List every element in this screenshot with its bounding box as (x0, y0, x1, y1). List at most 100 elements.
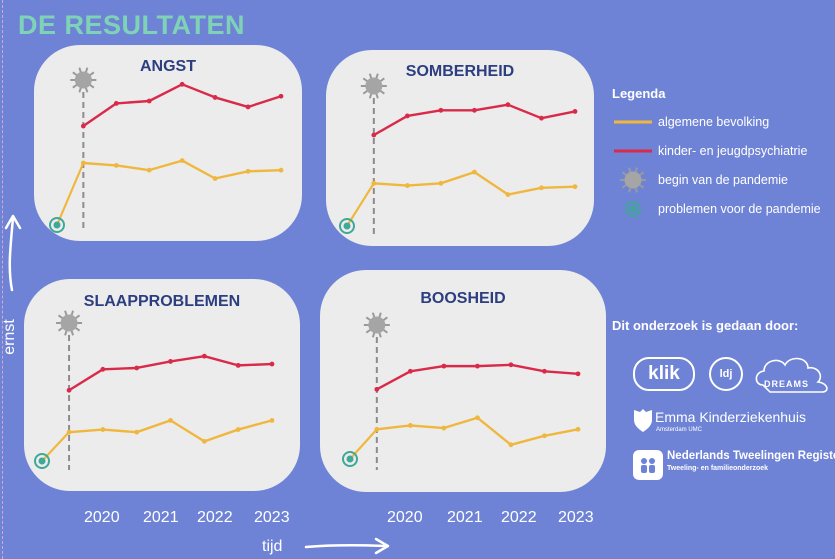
data-point (472, 169, 477, 175)
data-point (371, 132, 377, 138)
legend-item-yellow: algemene bevolking (658, 115, 770, 129)
ntr-logo-text: Nederlands Tweelingen Register (667, 450, 835, 462)
series-line-algemene-bevolking (373, 170, 576, 196)
ldj-logo: ldj (709, 357, 743, 391)
data-point (245, 168, 251, 174)
tick-label-2021-left: 2021 (143, 509, 179, 526)
data-point (438, 180, 444, 186)
baseline-marker-ring (339, 218, 355, 234)
legend-title: Legenda (612, 86, 666, 101)
data-point (100, 366, 106, 372)
baseline-connector (346, 182, 375, 227)
emma-logo-text: Emma Kinderziekenhuis (655, 409, 806, 425)
data-point (168, 359, 173, 364)
data-point (505, 102, 511, 108)
series-line-algemene-bevolking (68, 419, 273, 443)
x-axis-arrowhead (374, 537, 390, 555)
chart-panel-somberheid: SOMBERHEID (326, 50, 594, 246)
data-point (539, 185, 544, 191)
tick-label-2023-left: 2023 (254, 509, 290, 526)
data-point (146, 98, 152, 104)
data-point (441, 425, 447, 431)
y-axis-arrow (8, 216, 15, 292)
ntr-logo-icon (633, 450, 663, 480)
data-point (572, 109, 578, 114)
x-axis-label: tijd (262, 538, 283, 555)
data-point (475, 415, 480, 421)
data-point (269, 417, 275, 423)
data-point (278, 93, 284, 99)
y-axis-label: ernst (0, 319, 18, 355)
data-point (475, 363, 480, 369)
baseline-marker-dot (346, 455, 354, 463)
data-point (404, 183, 410, 188)
legend: Legenda (612, 86, 835, 109)
series-line-algemene-bevolking (376, 416, 579, 447)
data-point (245, 104, 251, 110)
data-point (374, 386, 380, 392)
klik-logo-text: klik (648, 363, 680, 384)
chart-title: ANGST (140, 58, 196, 75)
baseline-marker-ring (342, 451, 358, 467)
data-point (168, 417, 173, 423)
data-point (80, 160, 86, 166)
data-point (179, 158, 185, 164)
data-point (146, 167, 152, 173)
tick-label-2020-right: 2020 (387, 509, 423, 526)
y-axis-arrowhead (4, 214, 22, 230)
chart-panel-boosheid: BOOSHEID (320, 270, 606, 492)
page-title: DE RESULTATEN (18, 10, 245, 40)
tick-label-2023-right: 2023 (558, 509, 594, 526)
baseline-marker-dot (343, 222, 351, 230)
credits-heading: Dit onderzoek is gedaan door: (612, 318, 799, 333)
data-point (212, 176, 218, 181)
klik-logo: klik (633, 357, 695, 391)
virus-icon (70, 67, 97, 93)
data-point (201, 438, 207, 444)
tick-label-2022-right: 2022 (501, 509, 537, 526)
data-point (113, 100, 119, 106)
data-point (407, 423, 413, 428)
data-point (575, 371, 581, 377)
data-point (179, 81, 185, 87)
baseline-connector (55, 162, 85, 226)
data-point (212, 95, 218, 100)
data-point (235, 427, 241, 432)
data-point (575, 426, 581, 432)
virus-icon (360, 73, 387, 99)
data-point (269, 361, 275, 367)
baseline-marker-dot (38, 457, 46, 465)
virus-icon (56, 310, 83, 336)
baseline-connector (41, 431, 70, 462)
data-point (100, 427, 106, 432)
baseline-marker-ring (34, 453, 50, 469)
data-point (508, 442, 514, 448)
data-point (374, 426, 380, 432)
chart-title: SOMBERHEID (405, 63, 515, 80)
tick-label-2022-left: 2022 (197, 509, 233, 526)
page-edge-guide (2, 0, 3, 559)
data-point (539, 115, 544, 121)
tick-label-2020-left: 2020 (84, 509, 120, 526)
series-line-kinder-jeugdpsychiatrie (82, 83, 282, 128)
baseline-connector (349, 428, 378, 460)
legend-item-teal: problemen voor de pandemie (658, 202, 821, 216)
data-point (134, 429, 140, 435)
legend-item-red: kinder- en jeugdpsychiatrie (658, 144, 808, 158)
legend-marker-teal-ring (625, 201, 641, 217)
legend-marker-teal-dot (629, 205, 637, 213)
emma-logo-sub: Amsterdam UMC (656, 427, 703, 433)
data-point (235, 362, 241, 368)
baseline-marker-ring (49, 217, 65, 233)
data-point (404, 113, 410, 119)
data-point (505, 192, 511, 197)
data-point (542, 433, 547, 439)
data-point (278, 167, 284, 173)
series-line-algemene-bevolking (83, 159, 282, 180)
data-point (508, 362, 514, 368)
x-axis-arrow (304, 544, 388, 549)
ldj-logo-text: ldj (719, 368, 733, 380)
virus-icon (363, 312, 390, 338)
data-point (441, 363, 447, 369)
